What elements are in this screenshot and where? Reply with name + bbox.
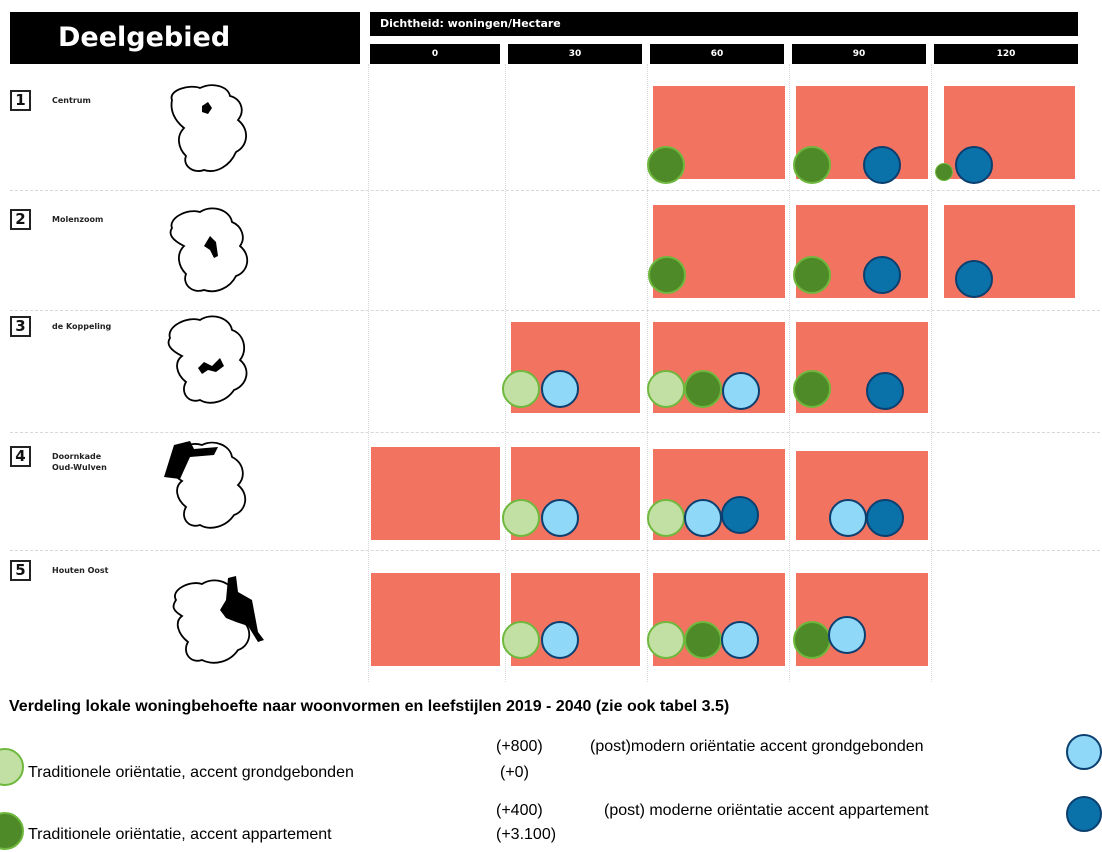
dot-modern-ground xyxy=(722,372,760,410)
dot-modern-ground xyxy=(541,621,579,659)
dot-traditional-apartment xyxy=(793,621,831,659)
row-name-3: de Koppeling xyxy=(52,322,112,331)
dot-modern-apartment xyxy=(955,146,993,184)
dot-modern-ground xyxy=(721,621,759,659)
legend-modern-ground-label: (post)modern oriëntatie accent grondgebo… xyxy=(590,738,924,755)
row-number-4: 4 xyxy=(10,446,31,467)
legend-traditional-ground-label: Traditionele oriëntatie, accent grondgeb… xyxy=(28,764,354,781)
row-divider xyxy=(10,432,1100,433)
dot-modern-apartment xyxy=(721,496,759,534)
dot-traditional-ground xyxy=(502,499,540,537)
dot-traditional-apartment xyxy=(684,370,722,408)
row-number-5: 5 xyxy=(10,560,31,581)
density-box xyxy=(371,447,500,540)
dot-traditional-ground xyxy=(647,499,685,537)
dot-modern-apartment xyxy=(863,256,901,294)
map-houten-oost-icon xyxy=(172,576,264,664)
tick-90: 90 xyxy=(792,44,926,64)
dot-traditional-ground xyxy=(502,621,540,659)
map-doornkade-icon xyxy=(164,441,247,529)
legend-traditional-apartment-label: Traditionele oriëntatie, accent appartem… xyxy=(28,826,332,843)
row-number-3: 3 xyxy=(10,316,31,337)
tick-60: 60 xyxy=(650,44,784,64)
dot-traditional-apartment xyxy=(793,370,831,408)
dot-traditional-apartment xyxy=(793,146,831,184)
column-divider xyxy=(789,64,790,682)
legend-modern-apartment-value: (+400) xyxy=(496,802,543,819)
dot-modern-ground xyxy=(684,499,722,537)
column-divider xyxy=(505,64,506,682)
legend-traditional-ground-value: (+0) xyxy=(500,764,529,781)
column-divider xyxy=(931,64,932,682)
tick-0: 0 xyxy=(370,44,500,64)
row-name-4: Doornkade Oud-Wulven xyxy=(52,452,107,472)
row-name-2: Molenzoom xyxy=(52,215,104,224)
legend-modern-ground-value: (+800) xyxy=(496,738,543,755)
legend-modern-apartment-label: (post) moderne oriëntatie accent apparte… xyxy=(604,802,929,819)
figure-caption: Verdeling lokale woningbehoefte naar woo… xyxy=(9,698,730,715)
row-divider xyxy=(10,310,1100,311)
density-title: Dichtheid: woningen/Hectare xyxy=(380,17,561,30)
dot-modern-apartment xyxy=(863,146,901,184)
density-box xyxy=(371,573,500,666)
dot-traditional-ground xyxy=(502,370,540,408)
tick-30: 30 xyxy=(508,44,642,64)
legend-modern-apartment-swatch xyxy=(1066,796,1102,832)
dot-modern-ground xyxy=(829,499,867,537)
dot-modern-apartment xyxy=(866,499,904,537)
row-number-2: 2 xyxy=(10,209,31,230)
legend-modern-ground-swatch xyxy=(1066,734,1102,770)
row-number-1: 1 xyxy=(10,90,31,111)
dot-traditional-ground xyxy=(647,370,685,408)
row-name-1: Centrum xyxy=(52,96,91,105)
dot-modern-apartment xyxy=(866,372,904,410)
legend-traditional-apartment-value: (+3.100) xyxy=(496,826,557,843)
column-divider xyxy=(647,64,648,682)
dot-modern-ground xyxy=(541,499,579,537)
row-name-5: Houten Oost xyxy=(52,566,109,575)
map-molenzoom-icon xyxy=(169,207,249,293)
row-divider xyxy=(10,550,1100,551)
column-divider xyxy=(368,64,369,682)
dot-traditional-apartment xyxy=(648,256,686,294)
deelgebied-header: Deelgebied xyxy=(10,12,360,64)
dot-traditional-apartment xyxy=(793,256,831,294)
deelgebied-title: Deelgebied xyxy=(58,22,231,53)
dot-traditional-apartment xyxy=(684,621,722,659)
map-koppeling-icon xyxy=(167,315,248,404)
dot-traditional-apartment xyxy=(647,146,685,184)
legend-traditional-ground-swatch xyxy=(0,748,24,786)
tick-120: 120 xyxy=(934,44,1078,64)
dot-modern-ground xyxy=(828,616,866,654)
dot-traditional-apartment-small xyxy=(935,163,953,181)
dot-modern-ground xyxy=(541,370,579,408)
row-divider xyxy=(10,190,1100,191)
density-header: Dichtheid: woningen/Hectare xyxy=(370,12,1078,36)
map-centrum-icon xyxy=(170,84,247,172)
legend-traditional-apartment-swatch xyxy=(0,812,24,850)
dot-modern-apartment xyxy=(955,260,993,298)
dot-traditional-ground xyxy=(647,621,685,659)
